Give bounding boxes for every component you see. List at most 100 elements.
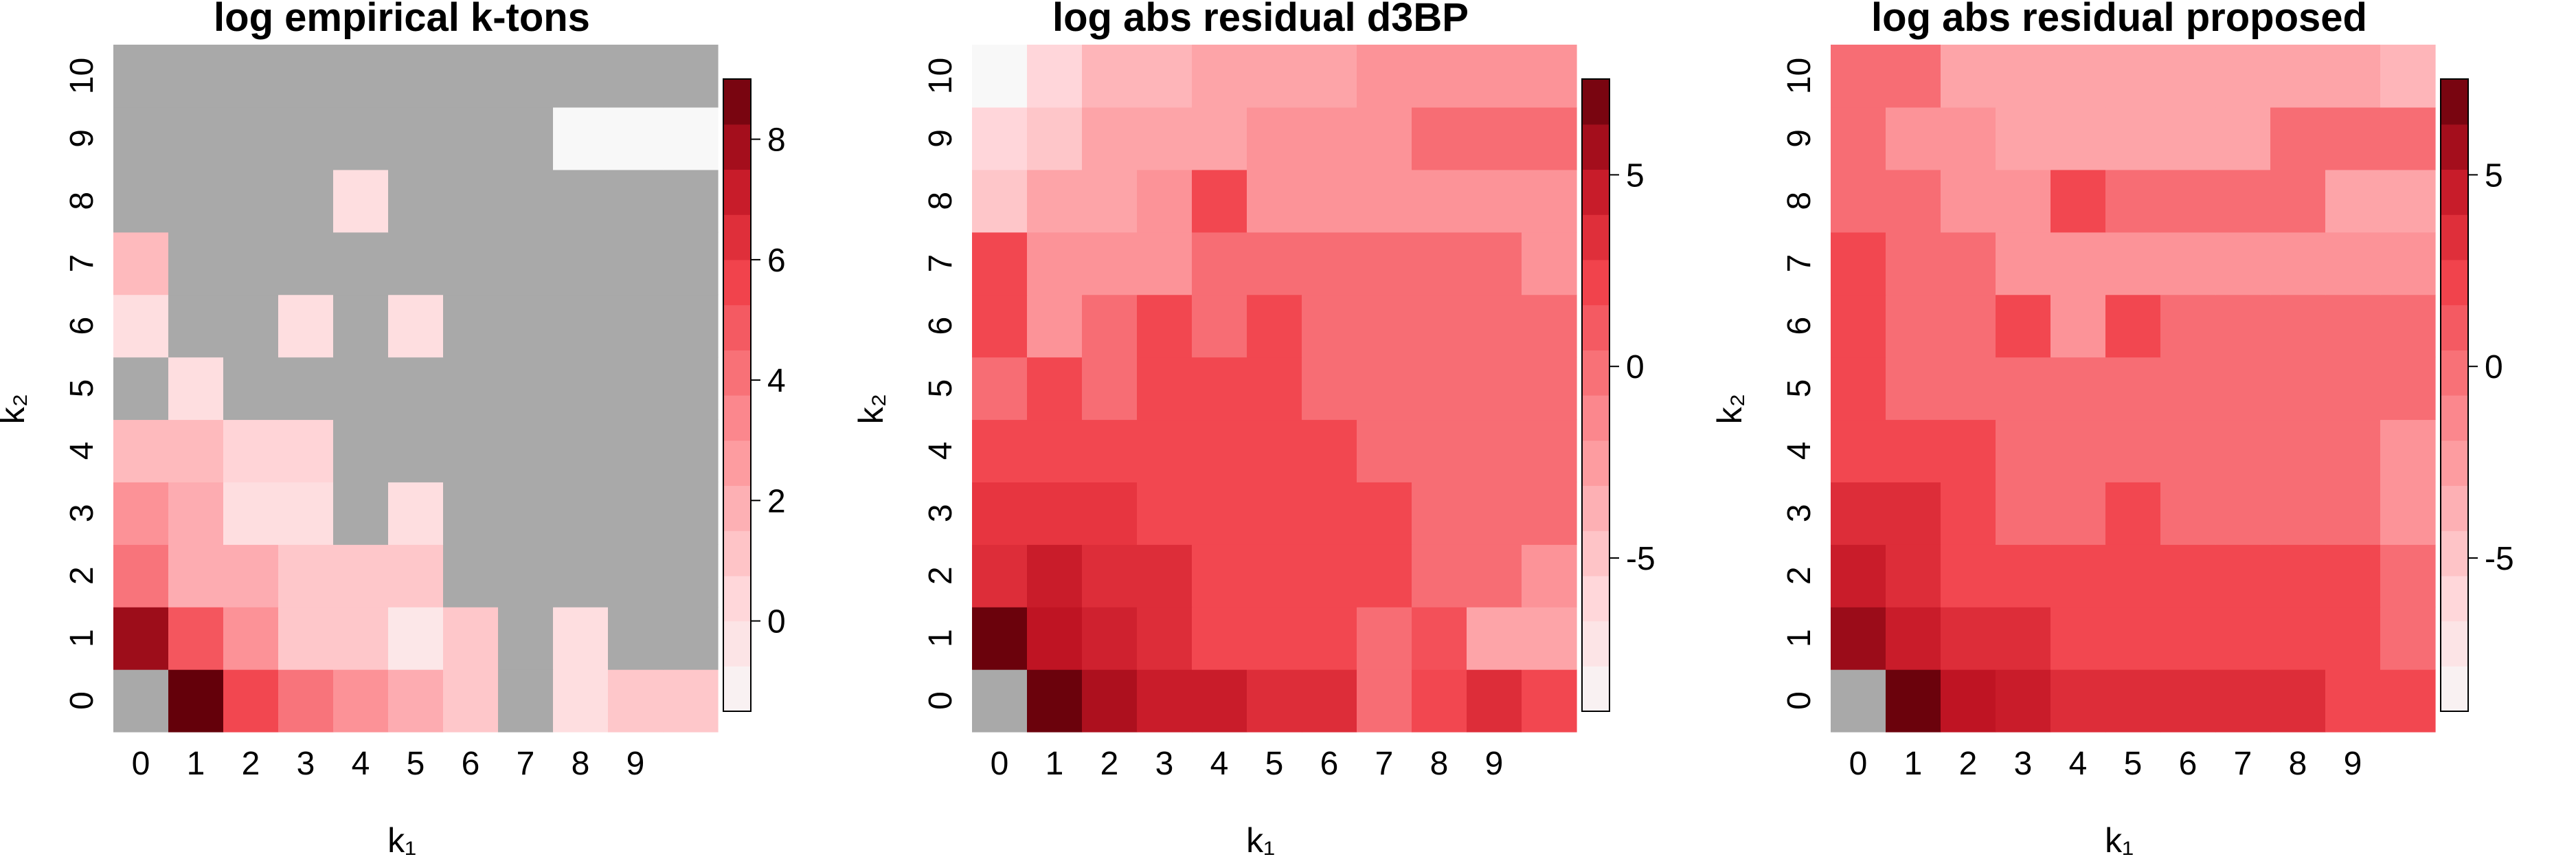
heatmap-cell (2325, 482, 2381, 545)
heatmap-cell (1467, 45, 1522, 108)
x-tick-label: 4 (1210, 746, 1229, 782)
x-tick-label: 9 (2344, 746, 2362, 782)
heatmap-cell (2105, 107, 2161, 170)
colorbar-segment (723, 169, 751, 215)
heatmap-cell (2215, 294, 2271, 358)
y-tick-label: 4 (64, 442, 100, 460)
x-tick-label: 9 (1485, 746, 1504, 782)
heatmap-cell (2160, 294, 2216, 358)
heatmap-cell (1996, 45, 2051, 108)
heatmap-cell (1831, 45, 1886, 108)
y-tick-label: 4 (923, 442, 959, 460)
colorbar-segment (1582, 395, 1609, 441)
x-tick-label: 6 (2179, 746, 2197, 782)
colorbar-segment (723, 621, 751, 667)
heatmap-cell (2050, 607, 2106, 670)
heatmap-cell (1522, 294, 1577, 358)
heatmap-cell (1467, 607, 1522, 670)
heatmap-cell (1027, 294, 1083, 358)
heatmap-cell (1357, 294, 1412, 358)
heatmap-cell (443, 357, 499, 421)
x-tick-label: 9 (626, 746, 645, 782)
y-axis-label: k₂ (0, 394, 32, 424)
colorbar-segment (1582, 214, 1609, 260)
heatmap-cell (1996, 544, 2051, 607)
y-tick-label: 10 (923, 58, 959, 94)
heatmap-cell (2160, 669, 2216, 733)
heatmap-cell (1522, 607, 1577, 670)
heatmap-cell (2105, 482, 2161, 545)
x-tick-label: 1 (1046, 746, 1064, 782)
heatmap-cell (2215, 419, 2271, 482)
heatmap-cell (2050, 669, 2106, 733)
y-tick-label: 1 (1781, 629, 1818, 647)
heatmap-cell (168, 169, 224, 233)
y-tick-label: 8 (923, 192, 959, 210)
heatmap-cell (663, 607, 719, 670)
heatmap-cell (1467, 544, 1522, 607)
heatmap-cell (443, 294, 499, 358)
heatmap-cell (1941, 607, 1996, 670)
heatmap-cell (1302, 482, 1357, 545)
heatmap-cell (1247, 544, 1302, 607)
y-tick-label: 4 (1781, 442, 1818, 460)
y-tick-label: 2 (1781, 566, 1818, 585)
heatmap-cell (1302, 169, 1357, 233)
heatmap-cell (333, 107, 389, 170)
heatmap-cell (2105, 232, 2161, 295)
heatmap-cell (1831, 419, 1886, 482)
heatmap-cell (2160, 107, 2216, 170)
heatmap-cell (1522, 169, 1577, 233)
heatmap-cell (972, 107, 1028, 170)
heatmap-cell (1522, 357, 1577, 421)
heatmap-cell (663, 107, 719, 170)
heatmap-cell (1082, 232, 1138, 295)
heatmap-cell (278, 357, 334, 421)
heatmap-cell (2160, 544, 2216, 607)
y-tick-labels: 0 1 2 3 4 5 6 7 8 9 10 (923, 58, 959, 710)
heatmap-cell (2105, 669, 2161, 733)
colorbar-tick-label: 5 (2485, 157, 2503, 194)
heatmap-cell (1996, 419, 2051, 482)
heatmap-cell (1027, 544, 1083, 607)
heatmap-cells (972, 45, 1577, 733)
colorbar-segment (723, 214, 751, 260)
heatmap-cell (113, 232, 169, 295)
heatmap-cell (1357, 607, 1412, 670)
heatmap-cell (278, 294, 334, 358)
heatmap-cell (223, 45, 279, 108)
heatmap-cell (498, 607, 554, 670)
heatmap-cell (1996, 607, 2051, 670)
heatmap-cell (168, 607, 224, 670)
heatmap-cell (608, 357, 664, 421)
heatmap-cell (113, 357, 169, 421)
x-tick-label: 6 (462, 746, 480, 782)
heatmap-cell (2325, 294, 2381, 358)
heatmap-cell (498, 107, 554, 170)
heatmap-cell (553, 294, 609, 358)
heatmap-cell (1302, 607, 1357, 670)
heatmap-cell (553, 107, 609, 170)
heatmap-cell (223, 294, 279, 358)
heatmap-cell (1247, 45, 1302, 108)
heatmap-cell (2380, 482, 2436, 545)
heatmap-cell (278, 169, 334, 233)
heatmap-cell (1941, 419, 1996, 482)
heatmap-cell (1941, 232, 1996, 295)
heatmap-cell (1137, 419, 1193, 482)
heatmap-cell (333, 357, 389, 421)
y-tick-labels: 0 1 2 3 4 5 6 7 8 9 10 (1781, 58, 1818, 710)
heatmap-cell (2325, 669, 2381, 733)
heatmap-cell (972, 482, 1028, 545)
heatmap-cell (553, 607, 609, 670)
heatmap-cell (553, 357, 609, 421)
heatmap-cell (2050, 482, 2106, 545)
heatmap-cell (2270, 669, 2326, 733)
colorbar-segment (2441, 440, 2468, 487)
heatmap-cell (443, 45, 499, 108)
heatmap-cell (1941, 482, 1996, 545)
heatmap-cell (278, 419, 334, 482)
heatmap-cell (1137, 544, 1193, 607)
heatmap-cell (1027, 607, 1083, 670)
